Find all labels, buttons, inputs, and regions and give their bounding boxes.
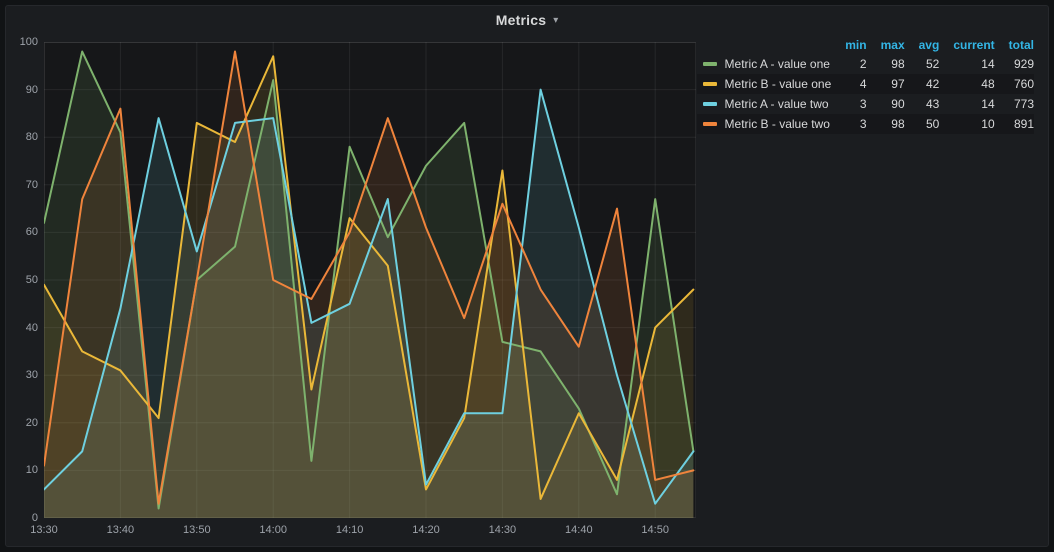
y-axis-tick-label: 80	[25, 131, 38, 144]
y-axis-tick-label: 50	[25, 274, 38, 286]
y-axis-tick-label: 40	[25, 321, 38, 334]
legend-stat-total: 891	[1013, 117, 1034, 131]
y-axis-tick-label: 60	[25, 226, 38, 239]
series-area-metric-b-value-two	[44, 51, 694, 518]
legend-stat-avg: 52	[925, 57, 940, 71]
x-axis-tick-label: 14:00	[259, 524, 287, 536]
legend-stat-min: 3	[859, 97, 867, 111]
legend-stat-total: 773	[1013, 97, 1034, 111]
legend-row: Metric B - value two 3 98 50 10 891	[696, 114, 1034, 134]
legend-stat-avg: 50	[925, 117, 940, 131]
x-axis-tick-label: 14:50	[641, 524, 669, 536]
y-axis-tick-label: 0	[31, 512, 38, 524]
y-axis-tick-label: 70	[25, 178, 38, 191]
series-color-swatch-icon[interactable]	[702, 82, 717, 86]
legend-stat-total: 760	[1013, 77, 1034, 91]
series-area-metric-b-value-one	[44, 56, 694, 518]
legend-stat-current: 48	[981, 77, 995, 91]
series-area-metric-a-value-one	[44, 51, 694, 518]
series-color-swatch-icon[interactable]	[702, 122, 717, 126]
panel-title[interactable]: Metrics	[495, 12, 547, 28]
series-color-swatch-icon[interactable]	[702, 62, 717, 66]
legend-stat-min: 4	[859, 77, 867, 91]
legend-series-toggle[interactable]: Metric B - value two	[697, 114, 832, 134]
legend-series-toggle[interactable]: Metric A - value one	[697, 54, 832, 74]
legend-stat-current: 14	[981, 57, 995, 71]
legend-stat-current: 10	[981, 117, 995, 131]
panel-header[interactable]: Metrics ▾	[6, 6, 1048, 34]
legend-series-toggle[interactable]: Metric B - value one	[697, 74, 831, 94]
y-axis-tick-label: 20	[25, 416, 38, 429]
x-axis-tick-label: 14:10	[335, 524, 364, 536]
legend-stat-avg: 43	[925, 97, 940, 111]
series-line-metric-a-value-two[interactable]	[44, 88, 695, 505]
series-line-metric-b-value-two[interactable]	[44, 50, 695, 505]
y-axis-tick-label: 30	[25, 369, 38, 382]
y-axis-tick-label: 100	[19, 36, 38, 48]
series-color-swatch-icon[interactable]	[702, 102, 717, 106]
legend-column-header-current[interactable]: current	[953, 38, 995, 52]
x-axis-tick-label: 13:50	[183, 524, 211, 536]
plot-border	[44, 42, 696, 518]
x-axis-tick-label: 14:40	[565, 524, 593, 536]
legend-stat-max: 90	[891, 97, 905, 111]
metrics-chart[interactable]	[44, 42, 696, 518]
legend-column-header-total[interactable]: total	[1008, 38, 1034, 52]
y-axis-tick-label: 10	[25, 464, 38, 477]
series-line-metric-b-value-one[interactable]	[44, 55, 695, 500]
panel-menu-caret-icon[interactable]: ▾	[553, 14, 559, 26]
legend-row: Metric A - value two 3 90 43 14 773	[697, 94, 1034, 114]
metrics-panel: Metrics ▾ 0 10 20 30 40 50 60 70 80 90 100 13:30 13…	[5, 5, 1049, 547]
legend-column-header-min[interactable]: min	[845, 38, 867, 52]
legend-stat-max: 98	[891, 57, 905, 71]
legend-series-toggle[interactable]: Metric A - value two	[697, 94, 832, 114]
legend-stat-avg: 42	[925, 77, 940, 91]
legend-row: Metric B - value one 4 97 42 48 760	[696, 74, 1034, 94]
legend-stat-current: 14	[981, 97, 995, 111]
y-axis-tick-label: 90	[25, 83, 38, 96]
legend-stat-min: 2	[859, 57, 867, 71]
x-axis-tick-label: 14:20	[412, 524, 440, 536]
legend-stat-max: 98	[891, 117, 905, 131]
legend-column-header-max[interactable]: max	[880, 38, 905, 52]
legend-stat-max: 97	[891, 77, 905, 91]
legend-stat-total: 929	[1013, 57, 1034, 71]
x-axis-tick-label: 14:30	[488, 524, 517, 536]
legend-column-header-avg[interactable]: avg	[918, 38, 940, 52]
legend-table: min max avg current total Metric A - value o…	[696, 36, 1034, 134]
x-axis-tick-label: 13:40	[106, 524, 135, 536]
chart-plot-area[interactable]	[44, 42, 696, 518]
x-axis-tick-label: 13:30	[30, 524, 58, 536]
legend-row: Metric A - value one 2 98 52 14 929	[697, 54, 1034, 74]
legend-series-column-header	[697, 36, 832, 54]
legend-stat-min: 3	[859, 117, 867, 131]
